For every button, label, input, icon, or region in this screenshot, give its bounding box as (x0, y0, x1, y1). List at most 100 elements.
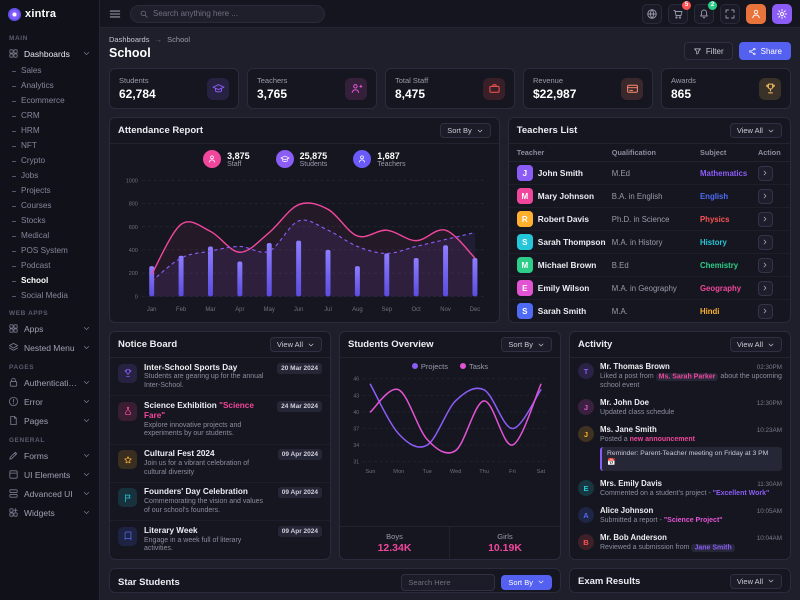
activity-list: T Mr. Thomas Brown 02:30PM Liked a post fro… (570, 358, 790, 556)
share-button[interactable]: Share (738, 42, 791, 60)
teachers-col-action: Action (757, 148, 781, 157)
flask-icon (124, 407, 131, 416)
person-icon (752, 9, 760, 18)
svg-text:Jun: Jun (294, 306, 304, 313)
notice-view-all-button[interactable]: View All (269, 337, 322, 352)
sidebar-item-crypto[interactable]: Crypto (0, 153, 99, 168)
notice-item: Science Exhibition "Science Fare" Explore… (110, 396, 330, 445)
activity-avatar: E (578, 480, 594, 497)
sidebar-item-authentication[interactable]: Authentication (0, 373, 99, 392)
brand-logo-icon (8, 7, 21, 21)
sidebar-item-pages[interactable]: Pages (0, 411, 99, 430)
trophy-icon (765, 83, 775, 94)
exam-view-all-button[interactable]: View All (729, 573, 782, 589)
teachers-view-all-button[interactable]: View All (729, 123, 782, 138)
teacher-avatar: J (516, 165, 533, 181)
svg-text:800: 800 (129, 201, 138, 207)
teachers-title: Teachers List (516, 125, 578, 136)
activity-item: B Mr. Bob Anderson 10:04AM Reviewed a submi… (570, 529, 790, 556)
sidebar-item-widgets[interactable]: Widgets (0, 503, 99, 522)
teacher-view-button[interactable] (757, 211, 773, 227)
sidebar-item-school[interactable]: School (0, 273, 99, 288)
menu-toggle-icon[interactable] (108, 7, 122, 21)
teacher-view-button[interactable] (757, 280, 773, 296)
teacher-view-button[interactable] (757, 234, 773, 250)
sidebar-item-courses[interactable]: Courses (0, 198, 99, 213)
sidebar-item-pos-system[interactable]: POS System (0, 243, 99, 258)
sidebar-item-crm[interactable]: CRM (0, 108, 99, 123)
boys-label: Boys (386, 531, 403, 541)
notifications-badge: 2 (708, 0, 717, 10)
file-icon (10, 415, 17, 426)
sidebar-item-projects[interactable]: Projects (0, 183, 99, 198)
chevron-down-icon (83, 492, 90, 495)
chevron-down-icon (83, 52, 90, 55)
svg-text:Aug: Aug (352, 306, 363, 313)
search-input[interactable] (153, 9, 316, 18)
sidebar-item-sales[interactable]: Sales (0, 63, 99, 78)
person-icon (209, 155, 216, 163)
cap-icon (212, 84, 224, 93)
sidebar-item-analytics[interactable]: Analytics (0, 78, 99, 93)
sidebar-item-forms[interactable]: Forms (0, 446, 99, 465)
activity-view-all-button[interactable]: View All (729, 337, 782, 352)
notifications-button[interactable]: 2 (694, 0, 717, 24)
global-search[interactable] (130, 4, 325, 23)
notice-item: Inter-School Sports Day Students are gear… (110, 358, 330, 397)
sidebar-item-error[interactable]: Error (0, 392, 99, 411)
brand[interactable]: xintra (0, 0, 99, 28)
breadcrumb-dashboards[interactable]: Dashboards (109, 35, 150, 44)
students-overview-title: Students Overview (348, 339, 434, 350)
chevron-down-icon (476, 127, 484, 135)
svg-text:Jul: Jul (324, 306, 332, 313)
user-avatar[interactable] (746, 3, 766, 24)
sidebar-item-stocks[interactable]: Stocks (0, 213, 99, 228)
svg-text:0: 0 (135, 294, 138, 300)
settings-button[interactable] (772, 3, 792, 24)
attendance-sort-button[interactable]: Sort By (440, 123, 491, 138)
teacher-row: M Mary Johnson B.A. in English English (508, 185, 790, 208)
cart-button[interactable]: 5 (668, 0, 691, 24)
teacher-view-button[interactable] (757, 257, 773, 273)
person-icon (359, 155, 366, 163)
sidebar-section-main: MAIN (9, 35, 28, 42)
language-button[interactable] (642, 3, 662, 24)
svg-text:34: 34 (353, 443, 359, 449)
sidebar-item-social-media[interactable]: Social Media (0, 288, 99, 303)
chevdown-icon (768, 343, 774, 346)
sidebar-item-podcast[interactable]: Podcast (0, 258, 99, 273)
sidebar-item-medical[interactable]: Medical (0, 228, 99, 243)
students-overview-chart: 31 34 37 40 43 46 Sun Mon Tue Wed Thu Fri Sat (353, 377, 549, 475)
chevdown-icon (768, 129, 774, 132)
sidebar-item-ecommerce[interactable]: Ecommerce (0, 93, 99, 108)
svg-text:1000: 1000 (126, 178, 138, 184)
sidebar-item-apps[interactable]: Apps (0, 319, 99, 338)
sidebar-item-jobs[interactable]: Jobs (0, 168, 99, 183)
sidebar-item-hrm[interactable]: HRM (0, 123, 99, 138)
fullscreen-button[interactable] (720, 3, 740, 24)
star-students-search-input[interactable] (408, 577, 489, 587)
teacher-view-button[interactable] (757, 188, 773, 204)
teacher-view-button[interactable] (757, 303, 773, 319)
sidebar-item-dashboards[interactable]: Dashboards (0, 44, 99, 63)
girls-label: Girls (497, 531, 513, 541)
sidebar-item-nested-menu[interactable]: Nested Menu (0, 338, 99, 357)
notice-item: Founders' Day Celebration Commemorating t… (110, 483, 330, 522)
chevron-down-icon (83, 419, 90, 422)
star-students-search[interactable] (401, 573, 496, 591)
svg-text:37: 37 (353, 426, 359, 432)
star-students-sort-button[interactable]: Sort By (501, 574, 552, 590)
sidebar-item-nft[interactable]: NFT (0, 138, 99, 153)
chevron-down-icon (537, 578, 545, 586)
teacher-view-button[interactable] (757, 165, 773, 181)
filter-icon (694, 48, 701, 54)
filter-button[interactable]: Filter (683, 42, 733, 60)
chevron-down-icon (307, 341, 315, 349)
share-icon (748, 47, 757, 56)
sidebar-item-ui-elements[interactable]: UI Elements (0, 465, 99, 484)
sidebar-item-advanced-ui[interactable]: Advanced UI (0, 484, 99, 503)
star-students-card: Star Students Sort By S.NoIDStudentClass… (109, 567, 561, 593)
activity-item: J Mr. John Doe 12:30PM Updated class schedu… (570, 394, 790, 421)
overview-sort-button[interactable]: Sort By (501, 337, 552, 352)
teacher-avatar: R (516, 211, 533, 227)
